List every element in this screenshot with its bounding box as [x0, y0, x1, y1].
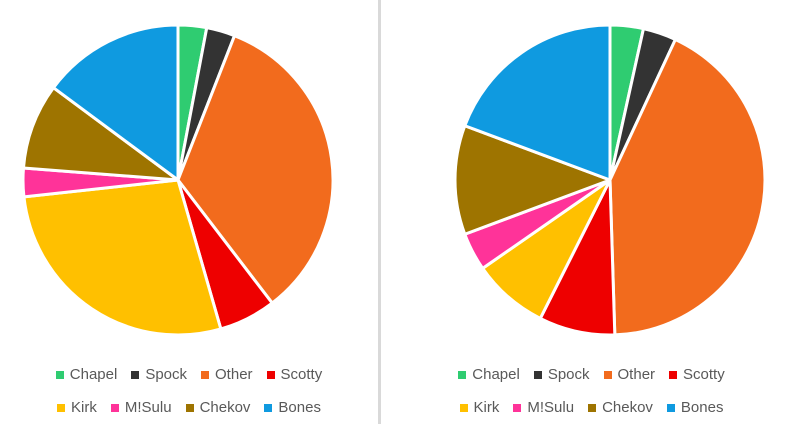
pie-slice-other [176, 34, 335, 305]
legend-swatch [666, 403, 675, 412]
legend-item-chapel: Chapel [55, 366, 118, 383]
pie-slice-bones [463, 23, 612, 182]
legend-swatch [131, 370, 140, 379]
legend-right: Chapel Spock Other Scotty Kirk M!Sulu Chekov B… [381, 362, 802, 428]
legend-label: Spock [145, 366, 188, 383]
legend-label: Chekov [199, 399, 251, 416]
legend-label: Bones [278, 399, 321, 416]
chart-right: Chapel Spock Other Scotty Kirk M!Sulu Chekov B… [381, 0, 802, 424]
legend-left: Chapel Spock Other Scotty Kirk M!Sulu Chekov B… [0, 362, 378, 428]
legend-row: Chapel Spock Other Scotty [0, 362, 378, 387]
legend-item-kirk: Kirk [459, 399, 500, 416]
legend-item-chekov: Chekov [185, 399, 251, 416]
legend-item-scotty: Scotty [669, 366, 725, 383]
legend-row: Kirk M!Sulu Chekov Bones [0, 395, 378, 420]
legend-swatch [588, 403, 597, 412]
legend-item-m-sulu: M!Sulu [513, 399, 574, 416]
legend-swatch [266, 370, 275, 379]
legend-swatch [264, 403, 273, 412]
legend-label: Chekov [602, 399, 653, 416]
legend-item-spock: Spock [131, 366, 187, 383]
legend-swatch [513, 403, 522, 412]
pie-slice-chekov [453, 124, 612, 236]
legend-label: M!Sulu [124, 399, 172, 416]
legend-swatch [55, 370, 64, 379]
legend-swatch [458, 370, 467, 379]
legend-label: Spock [547, 366, 590, 383]
legend-item-other: Other [603, 366, 656, 383]
pie-chart-left [21, 23, 335, 337]
pie-slice-bones [51, 23, 180, 182]
pie-chart-right [453, 23, 767, 337]
legend-label: Other [617, 366, 656, 383]
chart-left: Chapel Spock Other Scotty Kirk M!Sulu Chekov B… [0, 0, 378, 424]
legend-row: Kirk M!Sulu Chekov Bones [381, 395, 802, 420]
legend-swatch [669, 370, 678, 379]
legend-item-kirk: Kirk [57, 399, 97, 416]
legend-swatch [185, 403, 194, 412]
legend-item-spock: Spock [533, 366, 590, 383]
legend-row: Chapel Spock Other Scotty [381, 362, 802, 387]
pie-slice-kirk [22, 178, 223, 337]
legend-swatch [533, 370, 542, 379]
legend-item-scotty: Scotty [266, 366, 323, 383]
legend-label: Kirk [473, 399, 500, 416]
legend-item-other: Other [201, 366, 253, 383]
legend-swatch [57, 403, 66, 412]
pie-slice-other [608, 37, 767, 337]
legend-label: Chapel [69, 366, 118, 383]
legend-item-chapel: Chapel [458, 366, 520, 383]
legend-label: Bones [680, 399, 724, 416]
legend-swatch [110, 403, 119, 412]
legend-swatch [459, 403, 468, 412]
legend-item-bones: Bones [666, 399, 724, 416]
legend-swatch [201, 370, 210, 379]
legend-item-chekov: Chekov [588, 399, 653, 416]
legend-label: Chapel [472, 366, 520, 383]
legend-label: Other [215, 366, 253, 383]
legend-swatch [603, 370, 612, 379]
pie-slice-chekov [21, 86, 180, 182]
legend-label: Scotty [280, 366, 323, 383]
legend-label: Scotty [683, 366, 725, 383]
legend-item-bones: Bones [264, 399, 321, 416]
panel-divider [378, 0, 381, 424]
legend-label: M!Sulu [527, 399, 575, 416]
legend-label: Kirk [71, 399, 97, 416]
legend-item-m-sulu: M!Sulu [110, 399, 172, 416]
